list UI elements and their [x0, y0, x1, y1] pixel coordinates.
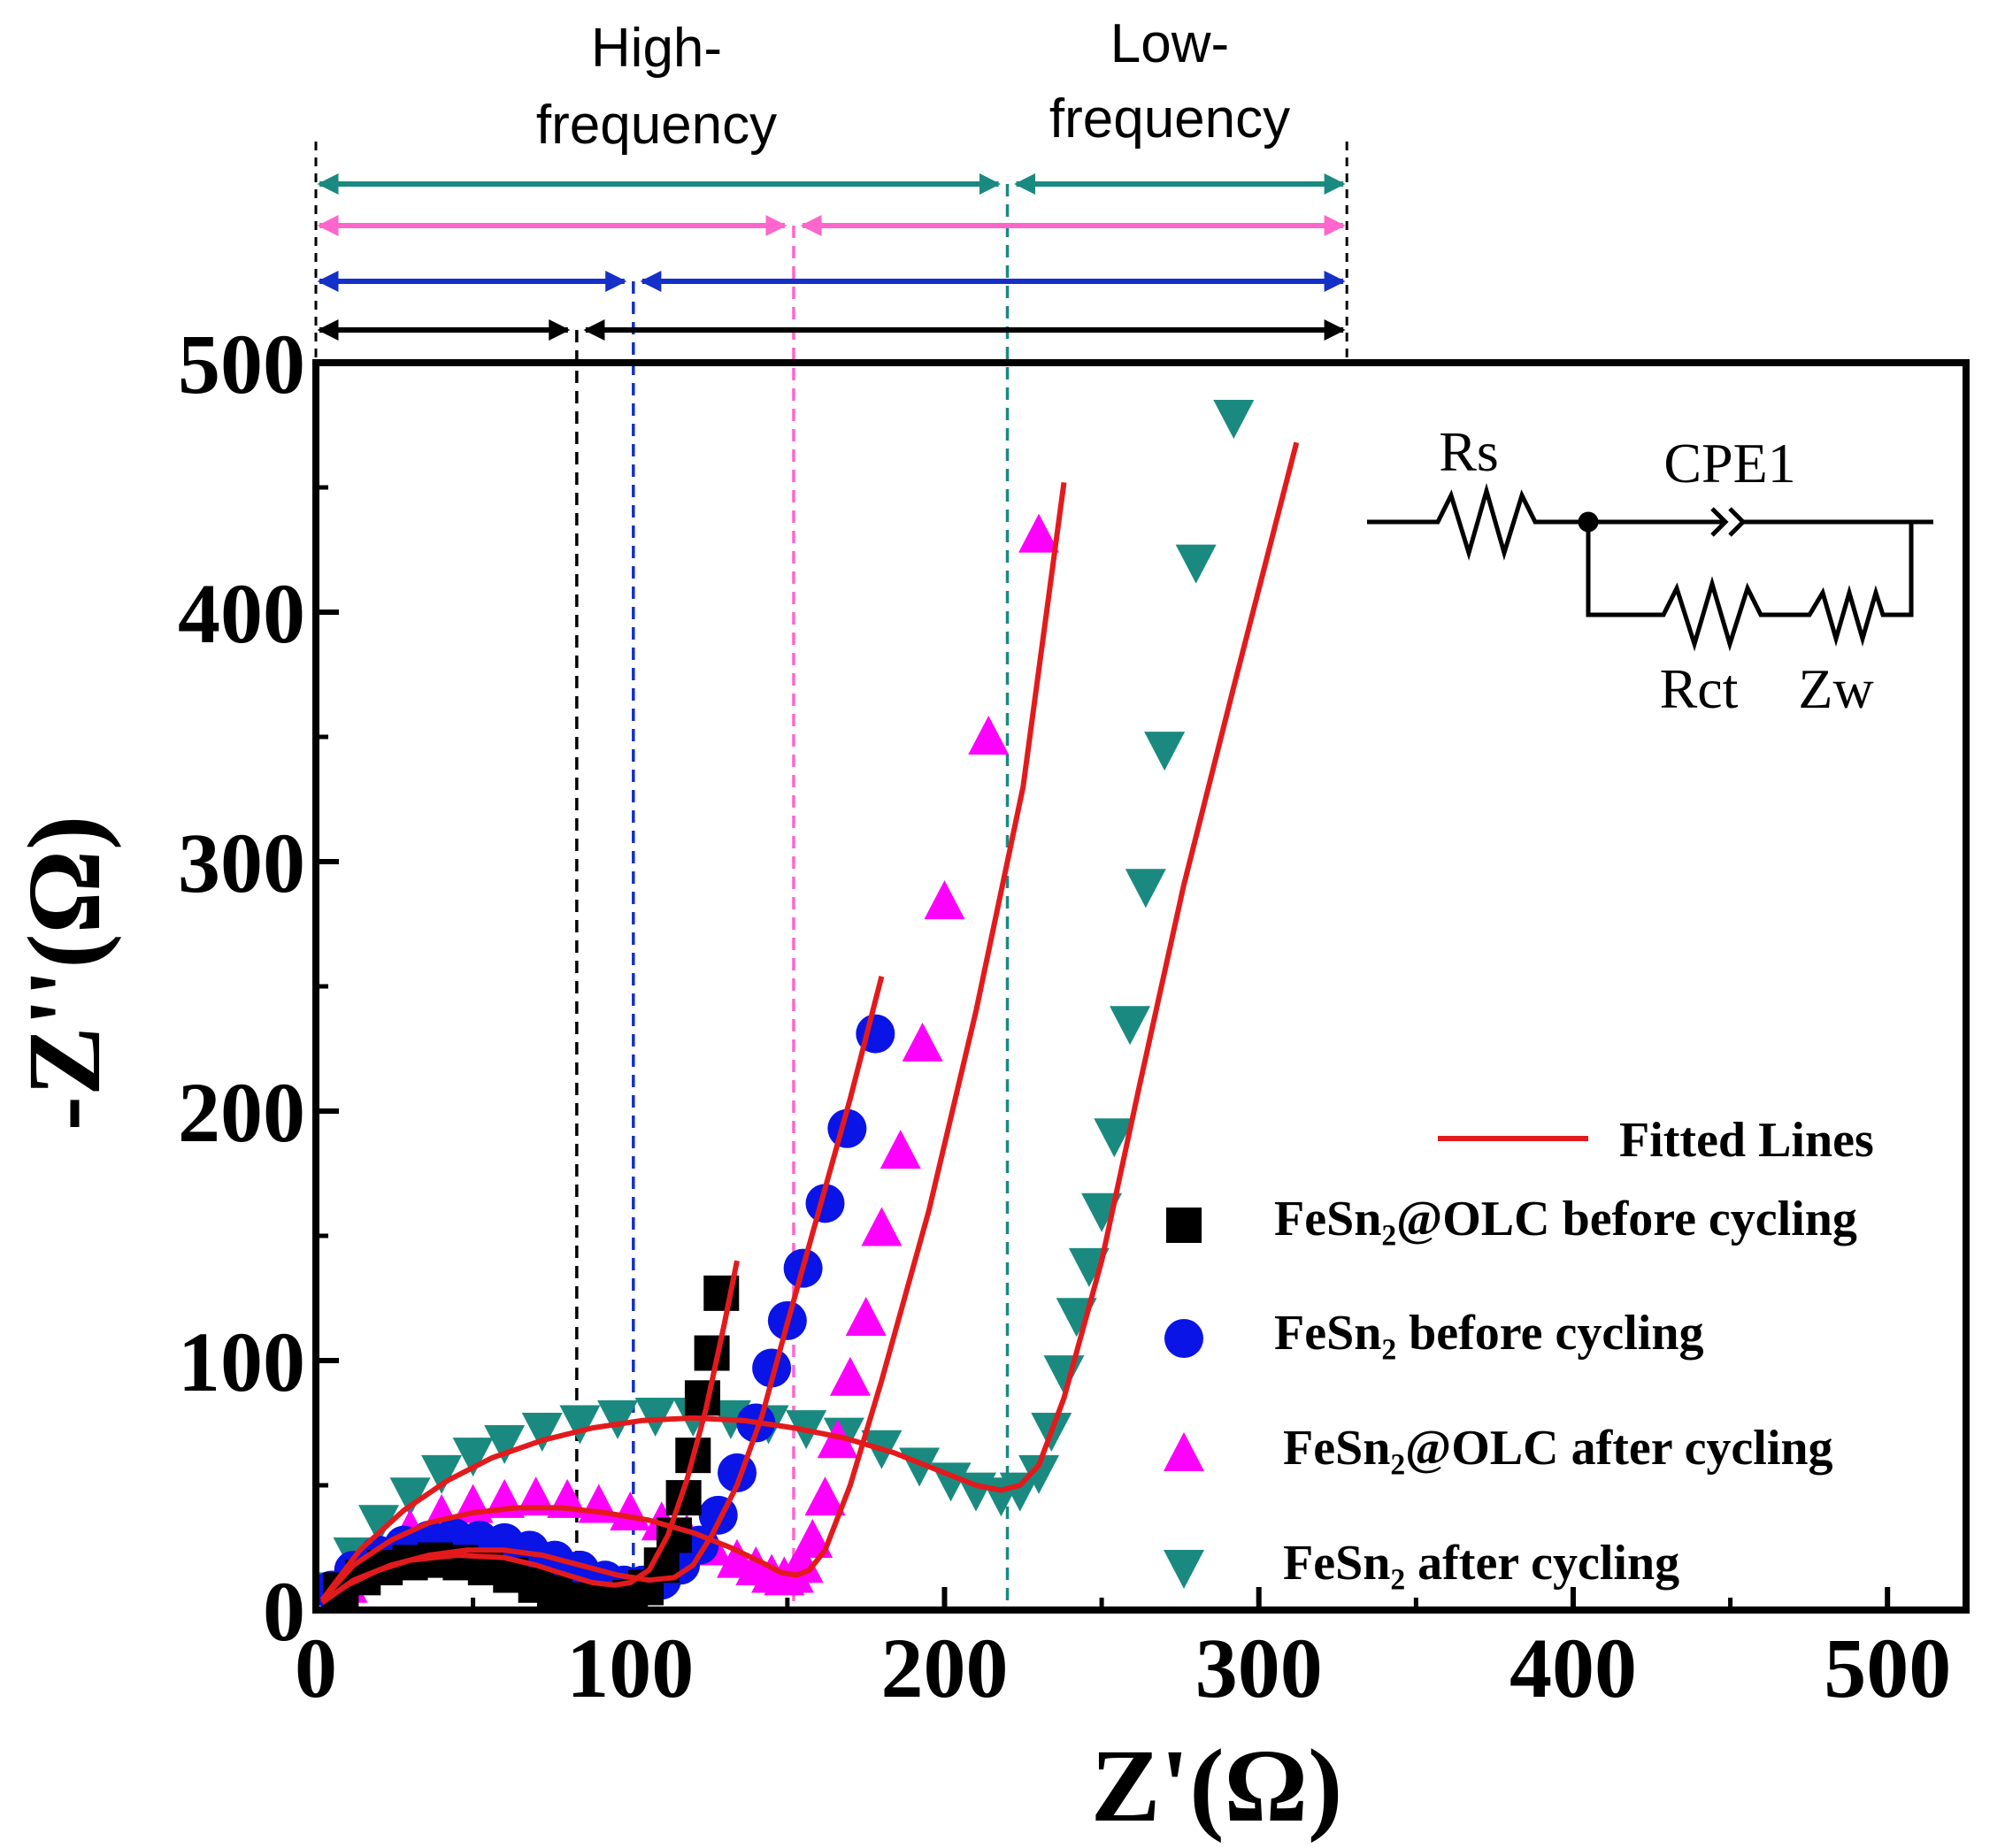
x-tick-label-200: 200	[880, 1621, 1008, 1715]
point-fesn2-olc-after-cycling-20	[804, 1476, 846, 1516]
point-fesn2-after-cycling-6	[484, 1425, 526, 1465]
y-tick-label-500: 500	[178, 317, 305, 411]
point-fesn2-before-cycling-23	[805, 1184, 845, 1223]
point-fesn2-after-cycling-7	[521, 1412, 563, 1452]
axis-ticks: 0 100 200 300 400 500 0 100 200 300 400 500	[178, 317, 1951, 1715]
y-tick-label-0: 0	[263, 1564, 305, 1659]
point-fesn2-after-cycling-29	[1110, 1006, 1151, 1046]
legend-marker-fesn2-after-cycling	[1164, 1550, 1204, 1589]
fitted-line-3	[319, 482, 1067, 1602]
legend-label-fesn2-before: FeSn₂ before cycling	[1274, 1306, 1703, 1361]
point-fesn2-olc-after-cycling-9	[610, 1491, 651, 1531]
frequency-guides	[314, 142, 1348, 1610]
legend-marker-fesn2-before-cycling	[1164, 1319, 1203, 1358]
point-fesn2-after-cycling-21	[999, 1472, 1041, 1512]
point-fesn2-after-cycling-4	[421, 1454, 463, 1494]
legend-fit-label: Fitted Lines	[1619, 1113, 1874, 1168]
legend-marker-fesn2-olc-before-cycling	[1166, 1208, 1202, 1243]
point-fesn2-olc-after-cycling-25	[880, 1130, 921, 1169]
legend: Fitted Lines FeSn₂@OLC before cycling Fe…	[1164, 1113, 1874, 1591]
point-fesn2-after-cycling-26	[1068, 1247, 1110, 1287]
point-fesn2-after-cycling-3	[389, 1477, 431, 1517]
y-axis-title: -Z''(Ω)	[6, 816, 122, 1131]
point-fesn2-after-cycling-34	[1248, 308, 1288, 347]
circuit-wire-input	[1367, 482, 1588, 561]
point-fesn2-after-cycling-2	[358, 1505, 400, 1545]
x-tick-label-500: 500	[1824, 1621, 1951, 1715]
point-fesn2-olc-after-cycling-29	[1018, 513, 1060, 553]
point-fesn2-olc-after-cycling-23	[845, 1297, 887, 1337]
point-fesn2-olc-after-cycling-8	[578, 1484, 619, 1523]
point-fesn2-olc-after-cycling-27	[924, 880, 965, 920]
y-tick-label-200: 200	[178, 1065, 305, 1160]
fitted-line-4	[319, 441, 1300, 1602]
circuit-label-rct: Rct	[1660, 657, 1739, 720]
point-fesn2-olc-before-cycling-20	[694, 1335, 730, 1371]
x-tick-label-300: 300	[1195, 1621, 1323, 1715]
point-fesn2-olc-after-cycling-24	[861, 1207, 903, 1246]
high-frequency-label-line2: frequency	[536, 95, 777, 156]
x-tick-label-100: 100	[566, 1621, 694, 1715]
y-tick-label-400: 400	[178, 566, 305, 661]
point-fesn2-before-cycling-17	[698, 1495, 738, 1535]
legend-label-fesn2-olc-before: FeSn₂@OLC before cycling	[1274, 1192, 1857, 1246]
y-tick-label-300: 300	[178, 816, 305, 910]
legend-label-fesn2-after: FeSn₂ after cycling	[1283, 1536, 1679, 1591]
point-fesn2-after-cycling-9	[597, 1399, 639, 1439]
circuit-background	[1367, 407, 1951, 725]
legend-marker-fesn2-olc-after-cycling	[1164, 1432, 1204, 1471]
point-fesn2-after-cycling-31	[1144, 732, 1186, 771]
x-tick-label-400: 400	[1510, 1621, 1637, 1715]
circuit-label-zw: Zw	[1798, 657, 1873, 720]
y-tick-label-100: 100	[178, 1315, 305, 1409]
circuit-label-cpe1: CPE1	[1663, 432, 1795, 495]
circuit-label-rs: Rs	[1439, 420, 1499, 483]
point-fesn2-after-cycling-8	[559, 1405, 601, 1445]
x-tick-label-0: 0	[295, 1621, 337, 1715]
point-fesn2-olc-after-cycling-22	[829, 1356, 871, 1396]
high-frequency-label-line1: High-	[591, 18, 722, 79]
point-fesn2-olc-after-cycling-28	[968, 716, 1010, 755]
fitted-line-2	[320, 975, 885, 1605]
low-frequency-label-line1: Low-	[1110, 13, 1229, 74]
legend-label-fesn2-olc-after: FeSn₂@OLC after cycling	[1283, 1421, 1833, 1476]
cpe-symbol-left	[1710, 507, 1729, 537]
low-frequency-label-line2: frequency	[1049, 88, 1290, 150]
point-fesn2-after-cycling-22	[1018, 1454, 1060, 1494]
circuit-rct-branch	[1586, 522, 1914, 652]
point-fesn2-after-cycling-30	[1125, 869, 1166, 909]
point-fesn2-before-cycling-20	[752, 1348, 792, 1388]
data-markers	[316, 308, 1288, 1610]
point-fesn2-after-cycling-5	[452, 1438, 494, 1477]
point-fesn2-after-cycling-33	[1213, 400, 1255, 440]
point-fesn2-olc-before-cycling-19	[684, 1380, 720, 1416]
fitted-lines	[319, 441, 1300, 1605]
point-fesn2-olc-after-cycling-26	[902, 1022, 943, 1062]
point-fesn2-olc-after-cycling-19	[792, 1519, 833, 1559]
point-fesn2-after-cycling-28	[1094, 1118, 1135, 1158]
equivalent-circuit: Rs CPE1 Rct Zw	[1367, 407, 1951, 725]
x-axis-title: Z'(Ω)	[1091, 1728, 1343, 1844]
point-fesn2-after-cycling-32	[1175, 544, 1217, 584]
